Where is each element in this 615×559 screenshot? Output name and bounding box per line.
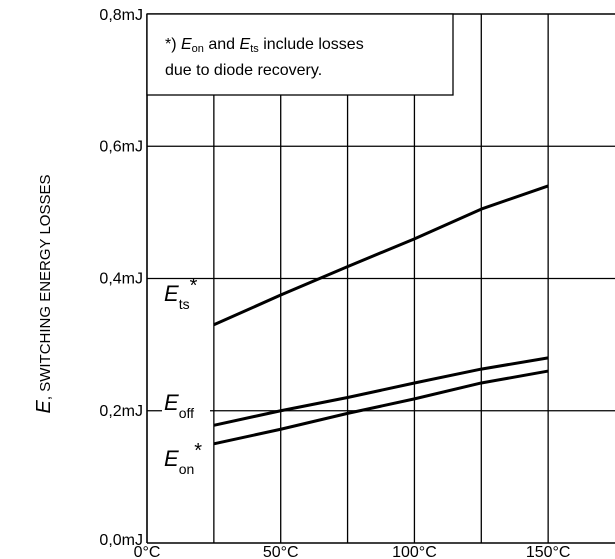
y-axis-label-symbol: E	[33, 399, 55, 413]
annotation-text: and	[204, 36, 240, 53]
series-label-symbol: E	[164, 281, 179, 306]
series-line-ets	[214, 186, 548, 325]
x-tick-label: 100°C	[392, 544, 437, 559]
series-line-eon	[214, 371, 548, 444]
y-tick-labels: 0,0mJ 0,2mJ 0,4mJ 0,6mJ 0,8mJ	[99, 7, 143, 549]
series-lines	[214, 186, 548, 444]
annotation-text: include losses	[259, 36, 364, 53]
annotation-text: *)	[165, 36, 181, 53]
series-label-asterisk: *	[194, 440, 202, 462]
y-axis-label: E, SWITCHING ENERGY LOSSES	[33, 175, 55, 414]
annotation-subscript: on	[192, 43, 204, 55]
annotation-text: due to diode recovery.	[165, 62, 322, 79]
series-line-eoff	[214, 358, 548, 425]
annotation-text-line: due to diode recovery.	[165, 62, 322, 79]
annotation-symbol: E	[181, 36, 192, 53]
annotation-symbol: E	[240, 36, 251, 53]
x-tick-label: 150°C	[526, 544, 571, 559]
y-tick-label: 0,6mJ	[99, 138, 143, 155]
y-axis-label-group: E, SWITCHING ENERGY LOSSES	[33, 175, 55, 414]
x-tick-labels: 0°C 50°C 100°C 150°C	[134, 544, 571, 559]
y-tick-label: 0,8mJ	[99, 7, 143, 24]
series-label-symbol: E	[164, 390, 179, 415]
series-label-symbol: E	[164, 446, 179, 471]
y-axis-label-text: , SWITCHING ENERGY LOSSES	[37, 175, 54, 401]
series-label-subscript: off	[179, 405, 194, 421]
y-tick-label: 0,2mJ	[99, 403, 143, 420]
series-label-subscript: ts	[179, 296, 190, 312]
series-label-asterisk: *	[190, 275, 198, 297]
y-tick-label: 0,0mJ	[99, 532, 143, 549]
series-label-subscript: on	[179, 461, 195, 477]
series-label-ets: Ets*	[164, 275, 198, 312]
x-tick-label: 50°C	[263, 544, 299, 559]
y-tick-label: 0,4mJ	[99, 271, 143, 288]
